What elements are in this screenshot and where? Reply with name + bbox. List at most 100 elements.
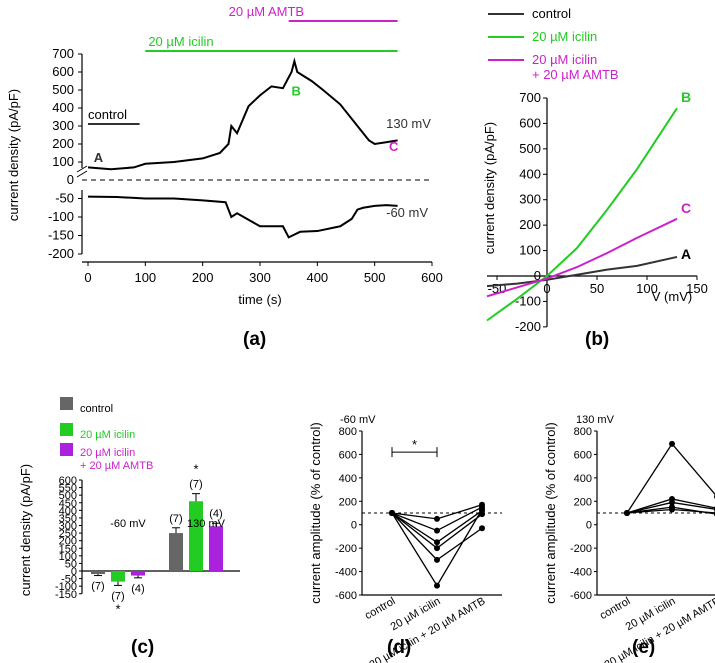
y-tick-label: -100: [48, 209, 74, 224]
y-axis-label: current density (pA/pF): [482, 122, 497, 254]
x-tick-label: 300: [249, 270, 271, 285]
y-tick-label: 300: [519, 192, 541, 207]
panel-label-c: (c): [131, 637, 154, 658]
y-tick-label: 700: [52, 46, 74, 61]
y-tick-label: -600: [335, 590, 357, 602]
trace-minus60mv: [87, 195, 398, 239]
y-tick-label: 800: [339, 426, 357, 438]
y-tick-label: 200: [59, 536, 77, 548]
x-tick-label: 0: [84, 270, 91, 285]
axis-break: [76, 170, 88, 178]
x-tick-label: 200: [192, 270, 214, 285]
x-category-label: control: [598, 595, 633, 622]
legend-swatch: [60, 423, 73, 436]
data-point: [389, 510, 395, 516]
y-axis-label: current density (pA/pF): [18, 464, 33, 596]
panel-a: 100 200 300 400 500 600 700 0 -50 -100 -150 -200 0 10…: [6, 4, 443, 307]
y-tick-label: 600: [574, 449, 592, 461]
y-tick-label: 200: [52, 136, 74, 151]
x-tick-label: 100: [636, 281, 658, 296]
bar: [111, 571, 125, 582]
data-point: [434, 527, 440, 534]
annotation: B: [292, 83, 301, 98]
y-tick-label: 800: [574, 426, 592, 438]
y-tick-label: -100: [515, 293, 541, 308]
y-tick-label: 50: [65, 558, 77, 570]
y-tick-label: -600: [570, 590, 592, 602]
y-tick-label: 100: [519, 243, 541, 258]
x-tick-label: 100: [134, 270, 156, 285]
y-tick-label: 400: [339, 473, 357, 485]
panel-c: 600550500450400350300250200150100500-50-…: [18, 397, 240, 616]
legend-label: 20 µM icilin: [80, 429, 135, 441]
y-tick-label: -150: [48, 228, 74, 243]
y-tick-label: -50: [55, 191, 74, 206]
y-tick-label: 200: [574, 496, 592, 508]
legend-label: + 20 µM AMTB: [532, 67, 619, 82]
y-tick-label: 350: [59, 513, 77, 525]
significance-marker: *: [193, 462, 198, 477]
x-axis-label: V (mV): [652, 289, 692, 304]
panel-e: 800 600 400 200 0 -200 -400 -600 130 mV current a…: [543, 414, 715, 663]
y-tick-label: 400: [519, 166, 541, 181]
legend-label: 20 µM icilin: [80, 447, 135, 459]
legend-label: 20 µM icilin: [532, 29, 597, 44]
n-label: (7): [111, 590, 124, 602]
y-tick-label: -200: [570, 543, 592, 555]
annotation: A: [94, 150, 104, 165]
y-tick-label: 0: [351, 520, 357, 532]
x-axis-label: time (s): [238, 292, 281, 307]
x-tick-label: 500: [364, 270, 386, 285]
data-point: [669, 499, 675, 506]
y-tick-label: -200: [335, 543, 357, 555]
bar: [169, 533, 183, 571]
panel-title: 130 mV: [576, 414, 615, 426]
x-tick-label: 0: [543, 281, 550, 296]
y-tick-label: 0: [67, 172, 74, 187]
y-tick-label: 0: [534, 268, 541, 283]
data-point: [434, 539, 440, 546]
iv-curve-amtb: [486, 217, 678, 298]
x-tick-label: 150: [686, 281, 708, 296]
y-tick-label: 550: [59, 483, 77, 495]
group-label: 130 mV: [187, 518, 226, 530]
bar: [91, 571, 105, 575]
y-tick-label: 100: [52, 154, 74, 169]
application-label: 20 µM icilin: [148, 34, 213, 49]
n-label: (7): [189, 479, 202, 491]
y-tick-label: 0: [586, 520, 592, 532]
panel-d: 800 600 400 200 0 -200 -400 -600 -60 mV current a…: [308, 414, 502, 663]
curve-label: B: [681, 89, 691, 105]
y-axis-label: current amplitude (% of control): [308, 422, 323, 603]
significance-marker: *: [115, 601, 120, 616]
curve-label: C: [681, 200, 691, 216]
y-axis-label: current density (pA/pF): [6, 89, 21, 221]
legend-label: + 20 µM AMTB: [80, 460, 153, 472]
y-tick-label: 0: [71, 566, 77, 578]
curve-label: A: [681, 246, 691, 262]
y-tick-label: -200: [48, 246, 74, 261]
data-point: [479, 506, 485, 513]
group-label: -60 mV: [110, 518, 146, 530]
y-tick-label: 600: [519, 115, 541, 130]
y-tick-label: -400: [570, 567, 592, 579]
data-point: [434, 556, 440, 563]
y-tick-label: -100: [55, 581, 77, 593]
legend-label: control: [532, 6, 571, 21]
iv-curve-control: [486, 255, 678, 288]
annotation: -60 mV: [386, 205, 428, 220]
y-tick-label: 200: [519, 217, 541, 232]
x-tick-label: 50: [590, 281, 604, 296]
axis-break: [76, 165, 88, 173]
data-point: [624, 510, 630, 516]
y-tick-label: 500: [52, 82, 74, 97]
x-tick-label: 400: [306, 270, 328, 285]
y-tick-label: 600: [59, 475, 77, 487]
y-tick-label: 400: [574, 473, 592, 485]
legend-swatch: [60, 397, 73, 410]
y-tick-label: 100: [59, 551, 77, 563]
bar: [131, 571, 145, 576]
y-tick-label: -400: [335, 567, 357, 579]
y-tick-label: 450: [59, 498, 77, 510]
